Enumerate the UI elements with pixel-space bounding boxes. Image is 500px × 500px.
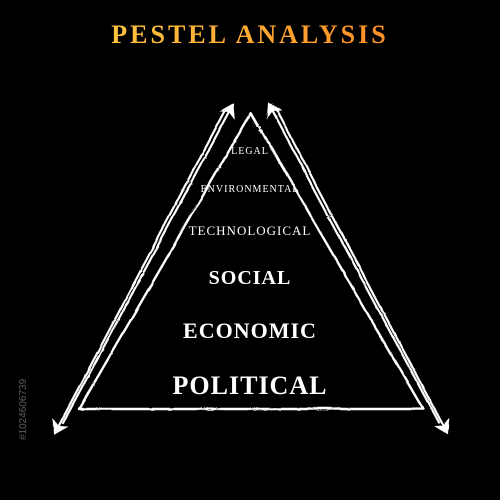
diagram-title: PESTEL ANALYSIS (0, 20, 500, 50)
tier-label-political: POLITICAL (173, 371, 328, 400)
watermark-text: #1024606739 (18, 379, 29, 440)
diagram-canvas: PESTEL ANALYSIS LEGAL ENVIRONMENTAL TECHNO… (0, 0, 500, 500)
tier-label-environmental: ENVIRONMENTAL (201, 184, 300, 195)
pyramid-svg: LEGAL ENVIRONMENTAL TECHNOLOGICAL SOCIAL ECO… (0, 0, 500, 500)
tier-label-economic: ECONOMIC (183, 318, 317, 343)
tier-label-technological: TECHNOLOGICAL (189, 223, 312, 238)
stock-watermark: #1024606739 (18, 379, 29, 440)
tier-label-legal: LEGAL (231, 146, 269, 157)
pyramid-tiers: LEGAL ENVIRONMENTAL TECHNOLOGICAL SOCIAL ECO… (125, 146, 376, 400)
tier-label-social: SOCIAL (209, 267, 292, 289)
title-text: PESTEL ANALYSIS (111, 20, 388, 49)
